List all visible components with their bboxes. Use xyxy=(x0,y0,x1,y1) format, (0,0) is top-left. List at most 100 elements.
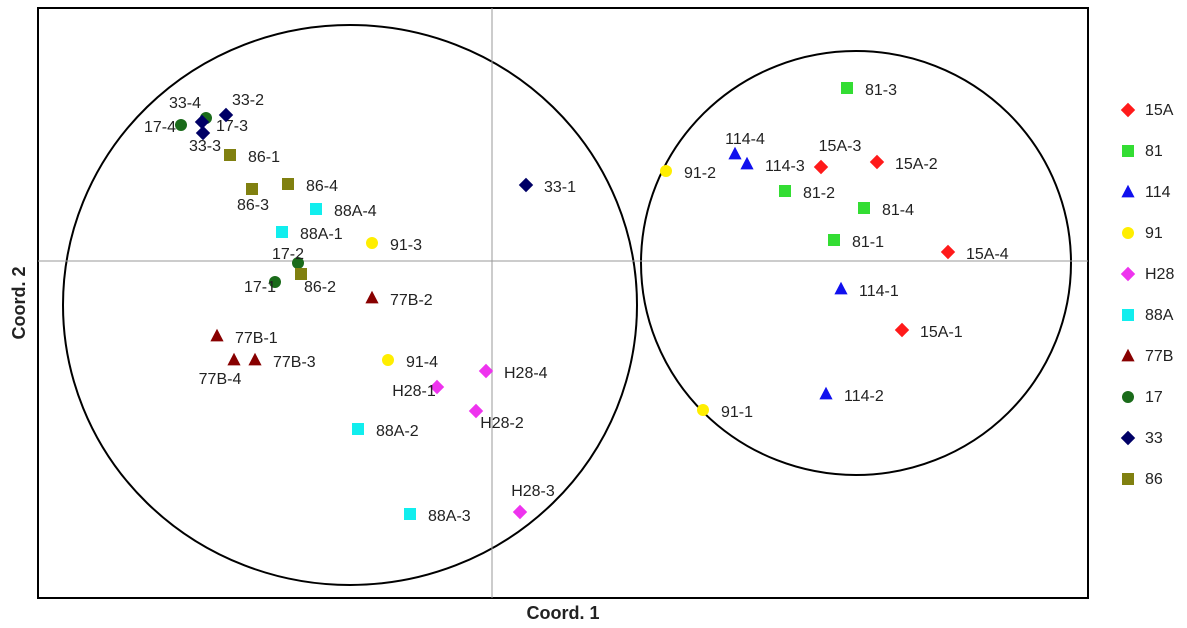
point xyxy=(269,276,281,288)
point xyxy=(740,156,754,170)
point xyxy=(382,354,394,366)
point xyxy=(468,403,484,419)
legend-label: H28 xyxy=(1145,266,1174,283)
point-label: 88A-3 xyxy=(428,508,471,525)
point-label: 114-3 xyxy=(765,158,805,175)
point-label: 81-1 xyxy=(852,234,884,251)
point xyxy=(819,386,833,400)
point-label: 33-2 xyxy=(232,92,264,109)
legend-label: 77B xyxy=(1145,348,1173,365)
point-label: H28-3 xyxy=(511,483,555,500)
y-axis-title: Coord. 2 xyxy=(9,266,29,339)
point xyxy=(894,322,910,338)
x-axis-title: Coord. 1 xyxy=(526,603,599,623)
point-label: 86-2 xyxy=(304,279,336,296)
point-label: 15A-3 xyxy=(819,138,862,155)
point xyxy=(512,504,528,520)
point-label: H28-4 xyxy=(504,365,548,382)
legend-label: 81 xyxy=(1145,143,1163,160)
point xyxy=(697,404,709,416)
cluster-circle xyxy=(62,24,638,586)
point xyxy=(660,165,672,177)
point-label: 33-1 xyxy=(544,179,576,196)
point-label: 86-1 xyxy=(248,149,280,166)
point xyxy=(841,82,853,94)
point xyxy=(175,119,187,131)
point xyxy=(194,114,210,130)
point-label: 77B-1 xyxy=(235,330,278,347)
legend-label: 17 xyxy=(1145,389,1163,406)
point xyxy=(404,508,416,520)
point-label: 81-3 xyxy=(865,82,897,99)
point-label: 91-4 xyxy=(406,354,438,371)
legend-marker xyxy=(1120,430,1136,446)
legend-marker xyxy=(1122,227,1134,239)
point xyxy=(310,203,322,215)
point xyxy=(276,226,288,238)
point xyxy=(834,281,848,295)
point xyxy=(248,352,262,366)
point xyxy=(858,202,870,214)
point xyxy=(478,363,494,379)
point-label: 91-2 xyxy=(684,165,716,182)
point xyxy=(366,237,378,249)
legend-label: 33 xyxy=(1145,430,1163,447)
point xyxy=(246,183,258,195)
point xyxy=(224,149,236,161)
point-label: 15A-1 xyxy=(920,324,963,341)
point-label: 88A-2 xyxy=(376,423,419,440)
point-label: 114-1 xyxy=(859,283,899,300)
legend-label: 15A xyxy=(1145,102,1174,119)
point xyxy=(295,268,307,280)
point-label: 77B-2 xyxy=(390,292,433,309)
legend-marker xyxy=(1120,102,1136,118)
point-label: 15A-4 xyxy=(966,246,1009,263)
point-label: 33-3 xyxy=(189,138,221,155)
legend-marker xyxy=(1122,391,1134,403)
point xyxy=(869,154,885,170)
legend-marker xyxy=(1122,473,1134,485)
point xyxy=(282,178,294,190)
point xyxy=(728,146,742,160)
point-label: 81-4 xyxy=(882,202,914,219)
point xyxy=(218,107,234,123)
plot-frame xyxy=(37,7,1089,599)
point-label: 33-4 xyxy=(169,95,201,112)
point-label: 77B-4 xyxy=(199,371,242,388)
point xyxy=(813,159,829,175)
point xyxy=(429,379,445,395)
point-label: 114-2 xyxy=(844,388,884,405)
legend-label: 88A xyxy=(1145,307,1174,324)
legend-label: 91 xyxy=(1145,225,1163,242)
point-label: 88A-4 xyxy=(334,203,377,220)
legend-marker xyxy=(1121,184,1135,198)
point xyxy=(940,244,956,260)
point xyxy=(292,257,304,269)
point-label: 86-3 xyxy=(237,197,269,214)
legend-marker xyxy=(1120,266,1136,282)
point xyxy=(352,423,364,435)
point xyxy=(365,290,379,304)
legend-marker xyxy=(1121,348,1135,362)
point-label: 17-4 xyxy=(144,119,176,136)
legend-label: 86 xyxy=(1145,471,1163,488)
legend-marker xyxy=(1122,145,1134,157)
point xyxy=(779,185,791,197)
point xyxy=(828,234,840,246)
point-label: 86-4 xyxy=(306,178,338,195)
point xyxy=(227,352,241,366)
point-label: H28-2 xyxy=(480,415,524,432)
cluster-circle xyxy=(640,50,1072,476)
point-label: 91-3 xyxy=(390,237,422,254)
point-label: H28-1 xyxy=(392,383,436,400)
point-label: 17-3 xyxy=(216,118,248,135)
legend-marker xyxy=(1122,309,1134,321)
point xyxy=(518,177,534,193)
point-label: 17-2 xyxy=(272,246,304,263)
point xyxy=(195,125,211,141)
point-label: 91-1 xyxy=(721,404,753,421)
legend-label: 114 xyxy=(1145,184,1171,201)
point-label: 15A-2 xyxy=(895,156,938,173)
point xyxy=(210,328,224,342)
